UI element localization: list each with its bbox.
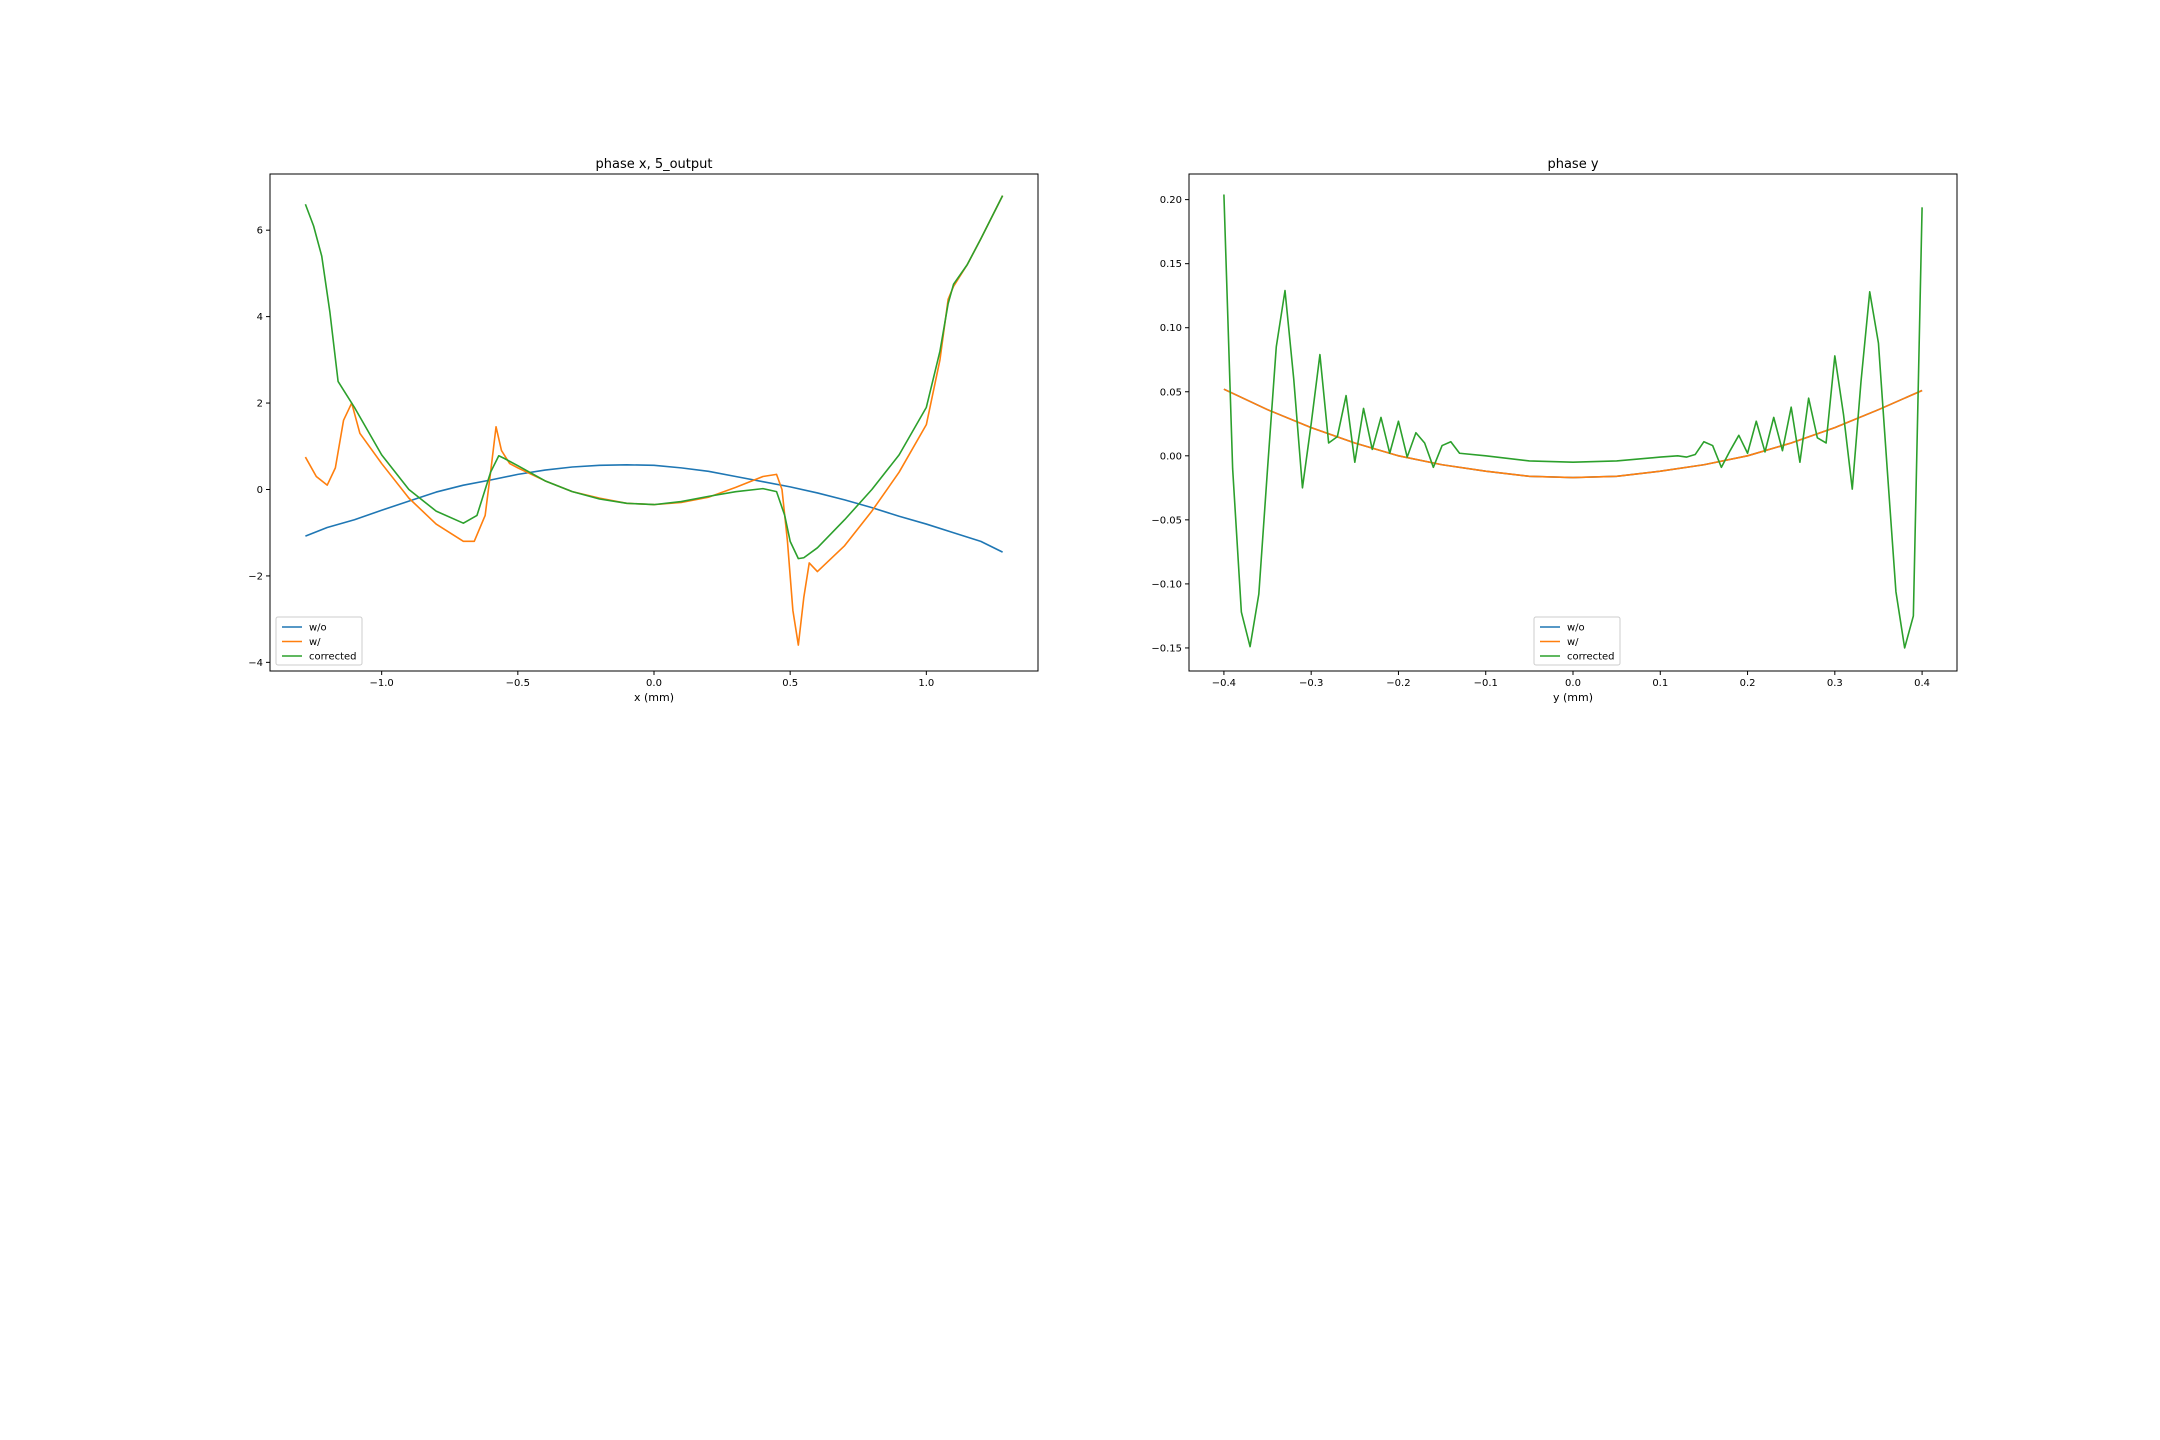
x-axis-label: x (mm) — [634, 691, 674, 704]
y-tick-label: −4 — [248, 658, 263, 669]
chart-title: phase y — [1547, 157, 1598, 172]
y-tick-label: 0.10 — [1160, 323, 1182, 334]
legend-box — [1533, 616, 1621, 666]
y-tick-label: 0.15 — [1160, 259, 1182, 270]
x-tick-label: 1.0 — [918, 678, 934, 689]
series-line-corrected — [304, 195, 1004, 560]
chart-title: phase x, 5_output — [596, 157, 713, 172]
legend-label-corrected: corrected — [309, 652, 357, 663]
series-line-w — [1223, 388, 1923, 479]
x-tick-label: −0.1 — [1474, 678, 1498, 689]
x-tick-label: 0.3 — [1827, 678, 1843, 689]
y-tick-label: −0.15 — [1151, 643, 1182, 654]
y-tick-label: −0.10 — [1151, 579, 1182, 590]
x-tick-label: −0.4 — [1212, 678, 1236, 689]
chart-panel-2: −0.4 −0.3 −0.2 −0.1 0.0 0.1 0.2 0.3 0.4 −0.15 −0.1… — [1151, 157, 1958, 704]
chart-panel-1: −1.0 −0.5 0.0 0.5 1.0 −4 −2 0 2 4 6 phase x, 5_outp… — [248, 157, 1039, 704]
y-tick-label: 4 — [257, 312, 263, 323]
x-tick-label: 0.4 — [1914, 678, 1930, 689]
legend-label-w: w/ — [1567, 637, 1579, 648]
y-tick-label: 0.05 — [1160, 387, 1182, 398]
legend-label-corrected: corrected — [1567, 652, 1615, 663]
x-tick-label: −0.3 — [1299, 678, 1323, 689]
y-tick-label: 0.00 — [1160, 451, 1182, 462]
legend: w/o w/corrected — [275, 616, 363, 666]
x-tick-label: 0.0 — [646, 678, 662, 689]
y-tick-label: −0.05 — [1151, 515, 1182, 526]
x-tick-label: 0.2 — [1740, 678, 1756, 689]
series-group — [304, 195, 1004, 646]
x-axis-label: y (mm) — [1553, 691, 1593, 704]
x-tick-label: −0.2 — [1386, 678, 1410, 689]
series-line-corrected — [1223, 194, 1923, 649]
legend-label-w-o: w/o — [1567, 623, 1585, 634]
legend: w/o w/corrected — [1533, 616, 1621, 666]
legend-label-w-o: w/o — [309, 623, 327, 634]
axes-frame — [1188, 173, 1958, 672]
y-tick-label: −2 — [248, 571, 263, 582]
x-tick-label: −0.5 — [506, 678, 530, 689]
y-tick-label: 6 — [257, 226, 263, 237]
y-tick-label: 0 — [257, 485, 263, 496]
series-group — [1223, 194, 1923, 649]
x-tick-label: 0.1 — [1652, 678, 1668, 689]
x-tick-label: 0.0 — [1565, 678, 1581, 689]
y-tick-label: 2 — [257, 399, 263, 410]
series-line-w-o — [305, 464, 1003, 553]
legend-box — [275, 616, 363, 666]
series-line-w — [304, 195, 1004, 646]
axes-frame — [269, 173, 1039, 672]
x-tick-label: −1.0 — [370, 678, 394, 689]
x-tick-label: 0.5 — [782, 678, 798, 689]
y-tick-label: 0.20 — [1160, 195, 1182, 206]
legend-label-w: w/ — [309, 637, 321, 648]
